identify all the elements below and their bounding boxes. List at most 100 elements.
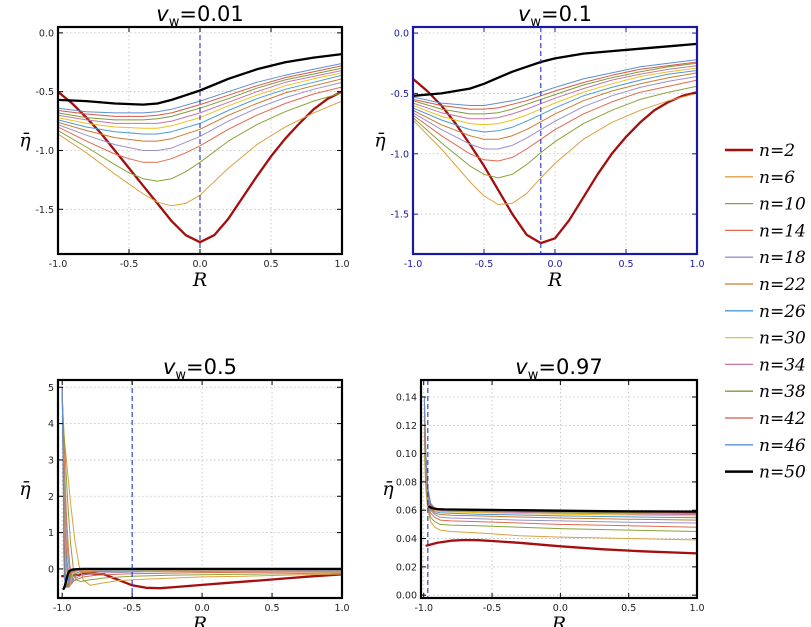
series-line-n-22	[413, 72, 697, 140]
x-tick-label: -1.0	[414, 603, 433, 614]
y-tick-label: 3	[48, 455, 54, 466]
panel-title-rest: =0.5	[186, 355, 237, 379]
y-tick-label: 0.00	[396, 591, 417, 602]
y-tick-label: -1.0	[390, 149, 409, 160]
series-line-n-14	[413, 79, 697, 162]
x-tick-label: 0.0	[195, 603, 210, 614]
series-group	[413, 42, 697, 245]
x-tick-label: 1.0	[334, 603, 349, 614]
y-axis-label: η̄	[19, 130, 31, 152]
x-tick-label: 0.0	[192, 259, 207, 270]
series-line-n-2	[413, 77, 697, 245]
y-tick-label: 0.0	[39, 28, 54, 39]
series-line-n-46	[413, 59, 697, 106]
series-line-n-6	[413, 92, 697, 205]
legend-label: n=46	[759, 436, 806, 456]
legend-label: n=6	[759, 168, 795, 188]
series-line-n-10	[413, 85, 697, 179]
y-tick-label: 0.10	[396, 449, 417, 460]
series-line-n-50	[428, 505, 697, 513]
y-tick-label: 0.04	[396, 534, 417, 545]
x-axis-label: R	[192, 269, 207, 291]
panel-title: vw=0.1	[518, 2, 592, 30]
series-line-n-6	[58, 100, 342, 207]
panel-title-main: v	[515, 355, 528, 379]
y-tick-label: -1.5	[35, 205, 54, 216]
y-axis-label: η̄	[19, 478, 31, 500]
panel-title-main: v	[156, 2, 169, 26]
series-line-n-34	[413, 65, 697, 120]
x-tick-label: 1.0	[334, 259, 349, 270]
y-tick-label: 0.0	[394, 29, 409, 40]
series-line-n-14	[58, 86, 342, 163]
panel-title: vw=0.5	[163, 355, 237, 383]
legend: n=2 n=6 n=10 n=14 n=18 n=22 n=26 n=30 n=34 n=38 n=…	[725, 141, 806, 483]
series-line-n-42	[58, 65, 342, 117]
y-tick-label: -0.5	[390, 89, 409, 100]
panel-4: -1.0 -0.5 0.0 0.5 1.0 0.00 0.02 0.04 0.06 0.08 0.1…	[382, 355, 704, 627]
series-line-n-14	[61, 390, 342, 583]
series-line-n-6	[61, 415, 342, 586]
x-axis-label: R	[551, 613, 566, 627]
legend-label: n=50	[759, 463, 806, 483]
y-tick-label: 4	[48, 419, 54, 430]
y-axis-label: η̄	[374, 130, 386, 152]
x-tick-label: -0.5	[120, 259, 139, 270]
plot-frame	[419, 378, 699, 600]
series-line-n-46	[423, 396, 697, 513]
panel-title: vw=0.01	[156, 2, 243, 30]
panel-title-sub: w	[169, 15, 180, 30]
y-tick-label: 5	[48, 383, 54, 394]
legend-label: n=22	[759, 275, 806, 295]
x-tick-label: 0.0	[553, 603, 568, 614]
y-tick-label: -1.0	[35, 146, 54, 157]
x-tick-label: -1.0	[49, 259, 68, 270]
y-tick-label: -1.5	[390, 210, 409, 221]
legend-label: n=18	[759, 248, 806, 268]
x-tick-label: 0.5	[618, 259, 633, 270]
y-tick-label: 0.12	[396, 421, 417, 432]
series-line-n-2	[58, 90, 342, 244]
panel-title-main: v	[518, 2, 531, 26]
x-tick-label: -0.5	[475, 259, 494, 270]
legend-label: n=42	[759, 409, 806, 429]
panel-title-rest: =0.97	[538, 355, 602, 379]
series-line-n-34	[58, 70, 342, 124]
y-tick-label: 0.02	[396, 562, 417, 573]
series-line-n-30	[413, 67, 697, 126]
plot-frame	[56, 378, 344, 600]
series-line-n-22	[58, 78, 342, 142]
series-line-n-38	[58, 67, 342, 121]
legend-label: n=10	[759, 195, 806, 215]
x-tick-label: 0.5	[621, 603, 636, 614]
x-tick-label: 1.0	[689, 603, 704, 614]
series-group	[61, 386, 342, 591]
panel-2: -1.0 -0.5 0.0 0.5 1.0 -1.5 -1.0 -0.5 0.0 vw=0.1 Rη…	[374, 2, 704, 291]
y-tick-label: 0.14	[396, 392, 417, 403]
series-line-n-26	[58, 74, 342, 135]
series-line-n-50	[413, 42, 697, 97]
y-axis-label: η̄	[382, 478, 394, 500]
series-line-n-10	[58, 92, 342, 182]
series-line-n-2	[425, 538, 697, 555]
x-axis-label: R	[192, 613, 207, 627]
x-tick-label: 0.5	[264, 603, 279, 614]
series-line-n-18	[413, 76, 697, 150]
series-line-n-42	[413, 61, 697, 110]
panel-title-sub: w	[175, 368, 186, 383]
panel-1: -1.0 -0.5 0.0 0.5 1.0 -1.5 -1.0 -0.5 0.0 vw=0.01 R…	[19, 2, 349, 291]
x-tick-label: 1.0	[689, 259, 704, 270]
x-tick-label: -0.5	[483, 603, 502, 614]
panel-title-rest: =0.01	[179, 2, 243, 26]
x-tick-label: -1.0	[404, 259, 423, 270]
y-tick-label: 1	[48, 528, 54, 539]
x-tick-label: -0.5	[123, 603, 142, 614]
x-tick-label: -1.0	[53, 603, 72, 614]
x-tick-label: 0.0	[547, 259, 562, 270]
series-line-n-18	[61, 386, 342, 584]
y-tick-label: 2	[48, 492, 54, 503]
y-tick-label: 0.08	[396, 477, 417, 488]
series-line-n-18	[58, 81, 342, 151]
y-tick-label: -0.5	[35, 87, 54, 98]
